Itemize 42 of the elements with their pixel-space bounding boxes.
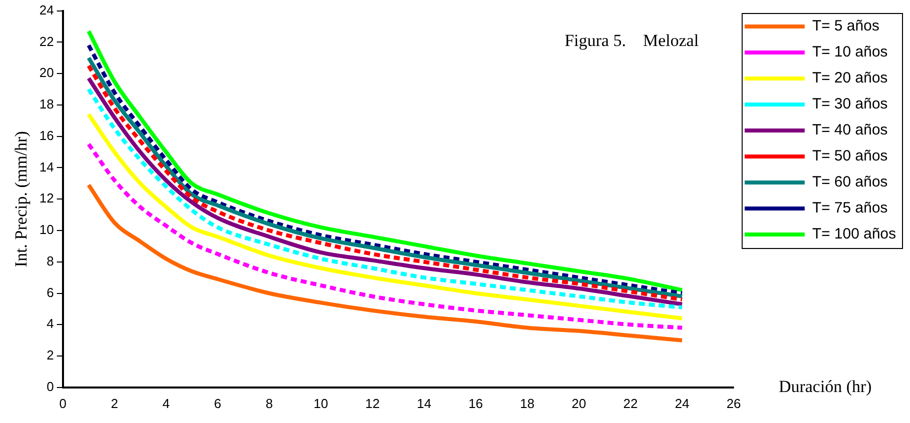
line-series xyxy=(86,142,684,330)
y-tick-label: 2 xyxy=(46,348,54,363)
y-tick-label: 22 xyxy=(39,34,54,49)
y-tick-label: 10 xyxy=(39,222,54,238)
y-tick-label: 18 xyxy=(39,96,54,112)
y-tick-label: 6 xyxy=(46,284,54,300)
x-tick-label: 24 xyxy=(674,396,690,411)
legend-label: T= 60 años xyxy=(812,174,888,191)
legend-label: T= 40 años xyxy=(812,122,888,139)
x-tick-label: 26 xyxy=(726,396,741,411)
text: Figura 5. Melozal xyxy=(564,30,699,50)
y-tick-label: 14 xyxy=(39,159,54,174)
line-series xyxy=(86,182,684,342)
x-tick-label: 4 xyxy=(162,396,170,411)
legend-label: T= 75 años xyxy=(812,200,888,217)
y-tick-label: 24 xyxy=(39,2,54,18)
x-tick-label: 16 xyxy=(468,396,483,411)
x-tick-label: 10 xyxy=(314,396,328,411)
line-series xyxy=(86,112,684,320)
y-tick-label: 12 xyxy=(39,190,54,206)
y-tick-label: 4 xyxy=(46,316,54,332)
y-axis-title: Int. Precip. (mm/hr) xyxy=(12,131,31,268)
y-tick-label: 8 xyxy=(46,253,54,268)
y-tick-label: 20 xyxy=(39,65,54,80)
legend-label: T= 5 años xyxy=(812,18,880,35)
legend-label: T= 100 años xyxy=(812,226,896,243)
x-tick-label: 12 xyxy=(365,396,380,411)
x-tick-label: 6 xyxy=(214,396,222,411)
legend-label: T= 20 años xyxy=(812,70,888,87)
legend-label: T= 10 años xyxy=(812,44,888,61)
x-tick-label: 20 xyxy=(572,396,586,411)
x-tick-label: 2 xyxy=(110,396,118,411)
x-tick-label: 18 xyxy=(520,396,535,411)
x-tick-label: 0 xyxy=(59,396,66,411)
y-tick-label: 0 xyxy=(46,378,54,394)
legend-label: T= 50 años xyxy=(812,148,888,165)
x-tick-label: 14 xyxy=(416,396,432,411)
legend-label: T= 30 años xyxy=(812,96,888,113)
y-tick-label: 16 xyxy=(39,128,54,143)
x-axis-title: Duración (hr) xyxy=(778,376,872,396)
x-tick-label: 8 xyxy=(266,396,273,411)
x-tick-label: 22 xyxy=(623,396,638,411)
